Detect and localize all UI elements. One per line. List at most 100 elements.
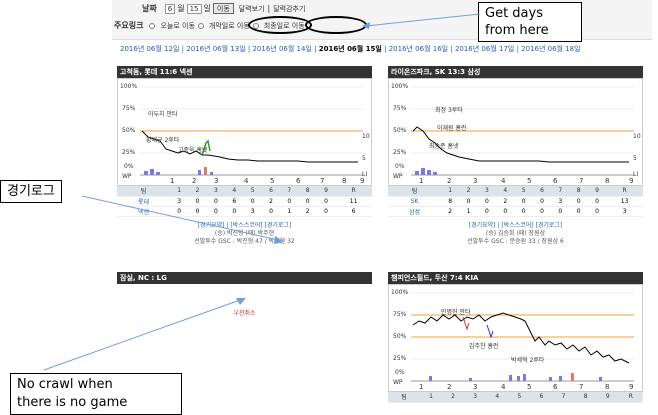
score-header-row: 팀 1 2 3 4 5 6 7 8 9 R [388, 392, 643, 403]
score-header: 팀 [388, 186, 441, 197]
date-link-2[interactable]: 2016년 06월 13일 [186, 45, 246, 53]
wp-chart-svg [411, 86, 634, 176]
inning-score: 0 [514, 196, 533, 207]
team-name[interactable]: 롯데 [117, 196, 170, 207]
date-link-6[interactable]: 2016년 06월 17일 [454, 45, 515, 53]
game-links[interactable]: [경기요약] | [박스스코어] [경기로그] [468, 221, 563, 229]
inning-score: 0 [569, 206, 588, 217]
score-header: 5 [508, 392, 531, 403]
inning-score: 0 [316, 196, 336, 207]
inning-score: 0 [532, 206, 552, 217]
game-panel: 챔피언스필드, 두산 7:4 KIA 100 [388, 272, 643, 403]
date-sep: | [384, 45, 387, 53]
inning-score: 0 [459, 196, 478, 207]
right-tick: LI [362, 171, 368, 178]
date-row: 날짜 6 월 15 일 이동 달력보기 | 달력감추기 [142, 3, 306, 14]
inning-score: 0 [298, 196, 317, 207]
score-row: 롯데 3 0 0 6 0 2 0 0 0 11 [117, 196, 372, 207]
score-header: 6 [261, 186, 281, 197]
radio-first[interactable] [197, 22, 204, 29]
right-tick: 5 [633, 155, 637, 162]
inning-score: 1 [459, 206, 478, 217]
x-tick: 3 [473, 177, 478, 185]
game-title: 라이온즈파크, SK 13:3 삼성 [388, 66, 643, 78]
scoreboard: 팀 1 2 3 4 5 6 7 8 9 R 롯데 3 0 0 6 0 2 0 [117, 186, 372, 217]
note-get-days: Get days from here [478, 2, 582, 42]
score-header: 6 [532, 186, 552, 197]
rain-cancel-label: 우천취소 [233, 310, 256, 317]
x-tick: 3 [214, 177, 219, 185]
x-tick: 6 [553, 177, 558, 185]
inning-score: 2 [496, 196, 515, 207]
date-current: 2016년 06월 15일 [318, 45, 382, 53]
date-navigation: 2016년 06월 12일 | 2016년 06월 13일 | 2016년 06… [120, 44, 652, 54]
opt-first[interactable]: 개막일로 이동 [208, 21, 250, 30]
x-tick: 9 [629, 177, 634, 185]
score-header-row: 팀 1 2 3 4 5 6 7 8 9 R [388, 186, 643, 197]
score-header: 7 [280, 186, 299, 197]
score-header: 3 [477, 186, 497, 197]
starter-gsc: 선발투수 GSC : 문승원 33 / 장원삼 6 [467, 237, 564, 245]
note-no-crawl: No crawl when there is no game [10, 373, 182, 415]
calendar-show-link[interactable]: 달력보기 [238, 4, 265, 13]
score-header: 5 [514, 186, 533, 197]
x-tick: 4 [501, 383, 506, 391]
x-tick: 7 [579, 177, 584, 185]
inning-score: 0 [496, 206, 515, 217]
score-header: 팀 [117, 186, 170, 197]
scoreboard: 팀 1 2 3 4 5 6 7 8 9 R SK 8 0 0 2 0 0 3 [388, 186, 643, 217]
date-link-5[interactable]: 2016년 06월 16일 [388, 45, 449, 53]
inning-score: 0 [532, 196, 552, 207]
x-tick: 1 [419, 177, 424, 185]
team-name[interactable]: 넥센 [117, 206, 170, 217]
inning-score: 0 [280, 196, 299, 207]
team-name[interactable]: SK [388, 196, 441, 207]
y-tick: 50% [393, 333, 407, 340]
date-sep: | [247, 45, 251, 53]
y-tick: 0% [395, 369, 405, 376]
chart-annotation: 황재균 2루타 [146, 137, 180, 144]
calendar-hide-link[interactable]: 달력감추기 [273, 4, 306, 13]
chart-annotation: 최정 3루타 [435, 107, 463, 114]
date-sep: | [181, 45, 184, 53]
date-link-3[interactable]: 2016년 06월 14일 [252, 45, 312, 53]
day-select[interactable]: 15 [186, 3, 202, 14]
score-header: R [335, 186, 372, 197]
inning-score: 3 [243, 206, 262, 217]
inning-score: 2 [298, 206, 317, 217]
inning-score: 0 [587, 196, 607, 207]
radio-today[interactable] [149, 22, 156, 29]
score-header: 2 [188, 186, 207, 197]
inning-score: 1 [280, 206, 299, 217]
x-tick: 7 [579, 383, 584, 391]
x-tick: 1 [170, 177, 175, 185]
y-tick: 50% [122, 127, 136, 134]
go-button[interactable]: 이동 [212, 3, 234, 14]
x-tick: 4 [244, 177, 249, 185]
right-tick: LI [633, 171, 639, 178]
inning-score: 0 [569, 196, 588, 207]
note-game-log: 경기로그 [0, 180, 62, 203]
month-select[interactable]: 6 [164, 3, 176, 14]
opt-today[interactable]: 오늘로 이동 [160, 21, 195, 30]
highlight-ellipse-first [248, 16, 312, 34]
arrow-get-days [362, 13, 481, 29]
inning-score: 3 [170, 196, 189, 207]
x-tick: 9 [360, 177, 365, 185]
score-header: 9 [587, 186, 607, 197]
inning-score: 0 [188, 206, 207, 217]
inning-score: 3 [551, 196, 570, 207]
game-links[interactable]: [경기요약] | [박스스코어] [경기로그] [197, 221, 292, 229]
date-label: 날짜 [142, 4, 157, 13]
inning-score: 0 [206, 206, 226, 217]
date-link-7[interactable]: 2016년 06월 18일 [521, 45, 581, 53]
x-tick: 2 [192, 177, 197, 185]
inning-score: 0 [206, 196, 226, 207]
score-header: 4 [225, 186, 244, 197]
x-tick: 5 [527, 177, 532, 185]
score-header: 9 [316, 186, 336, 197]
team-name[interactable]: 삼성 [388, 206, 441, 217]
date-link-1[interactable]: 2016년 06월 12일 [120, 45, 180, 53]
score-header: 8 [298, 186, 317, 197]
game-panel: 잠실, NC : LG 우천취소 [117, 272, 372, 352]
